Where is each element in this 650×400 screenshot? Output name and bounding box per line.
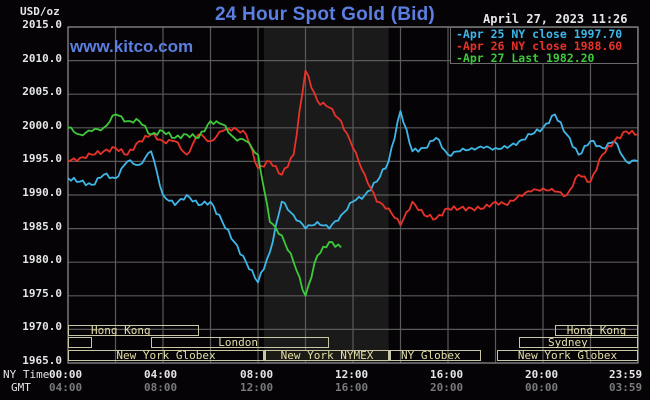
x-tick-ny: 20:00 xyxy=(525,368,559,381)
x-tick-ny: 12:00 xyxy=(335,368,369,381)
x-axis-ny-title: NY Time xyxy=(3,368,50,381)
session-sydney: Sydney xyxy=(519,337,638,348)
x-tick-ny: 23:59 xyxy=(609,368,643,381)
legend-item-apr25: -Apr 25 NY close 1997.70 xyxy=(456,27,623,41)
session-ny-globex-1: New York Globex xyxy=(68,350,264,361)
y-tick-label: 1980.0 xyxy=(22,253,62,267)
series-line xyxy=(67,110,639,284)
x-tick-gmt: 12:00 xyxy=(240,381,274,394)
timestamp: April 27, 2023 11:26 xyxy=(483,12,628,26)
site-watermark-link[interactable]: www.kitco.com xyxy=(70,37,194,56)
y-tick-label: 1985.0 xyxy=(22,219,62,233)
x-tick-ny: 16:00 xyxy=(430,368,464,381)
y-tick-label: 1970.0 xyxy=(22,320,62,334)
x-tick-gmt: 03:59 xyxy=(609,381,643,394)
legend-item-apr26: -Apr 26 NY close 1988.60 xyxy=(456,38,623,53)
x-tick-gmt: 00:00 xyxy=(525,381,559,394)
legend-item-apr27: -Apr 27 Last 1982.20 xyxy=(456,50,595,65)
x-tick-ny: 00:00 xyxy=(49,368,83,381)
y-tick-label: 1975.0 xyxy=(22,286,62,300)
x-tick-ny: 08:00 xyxy=(240,368,274,381)
y-tick-label: 2015.0 xyxy=(22,18,62,31)
x-tick-ny: 04:00 xyxy=(144,368,178,381)
unit-label: USD/oz xyxy=(20,5,60,18)
session-london: London xyxy=(151,337,329,348)
session-ny-globex-3: New York Globex xyxy=(497,350,638,361)
y-tick-label: 2005.0 xyxy=(22,85,62,99)
chart-title: 24 Hour Spot Gold (Bid) xyxy=(215,4,435,25)
session-hong-kong: Hong Kong xyxy=(68,325,199,336)
x-axis-gmt-title: GMT xyxy=(11,381,31,394)
session-ny-globex-2: NY Globex xyxy=(390,350,481,361)
x-tick-gmt: 08:00 xyxy=(144,381,178,394)
y-tick-label: 2000.0 xyxy=(22,118,62,132)
plot-border xyxy=(67,26,639,364)
session-pre-london xyxy=(68,337,92,348)
y-tick-label: 2010.0 xyxy=(22,51,62,65)
y-tick-label: 1965.0 xyxy=(22,354,62,367)
x-tick-gmt: 16:00 xyxy=(335,381,369,394)
session-hong-kong-2: Hong Kong xyxy=(555,325,638,336)
x-tick-gmt: 04:00 xyxy=(49,381,83,394)
series-line xyxy=(67,69,639,227)
y-tick-label: 1990.0 xyxy=(22,186,62,199)
y-tick-label: 1995.0 xyxy=(22,152,62,166)
x-tick-gmt: 20:00 xyxy=(430,381,464,394)
series-line xyxy=(67,113,342,297)
legend: -Apr 25 NY close 1997.70 -Apr 26 NY clos… xyxy=(450,27,638,64)
session-ny-nymex: New York NYMEX xyxy=(264,350,390,361)
